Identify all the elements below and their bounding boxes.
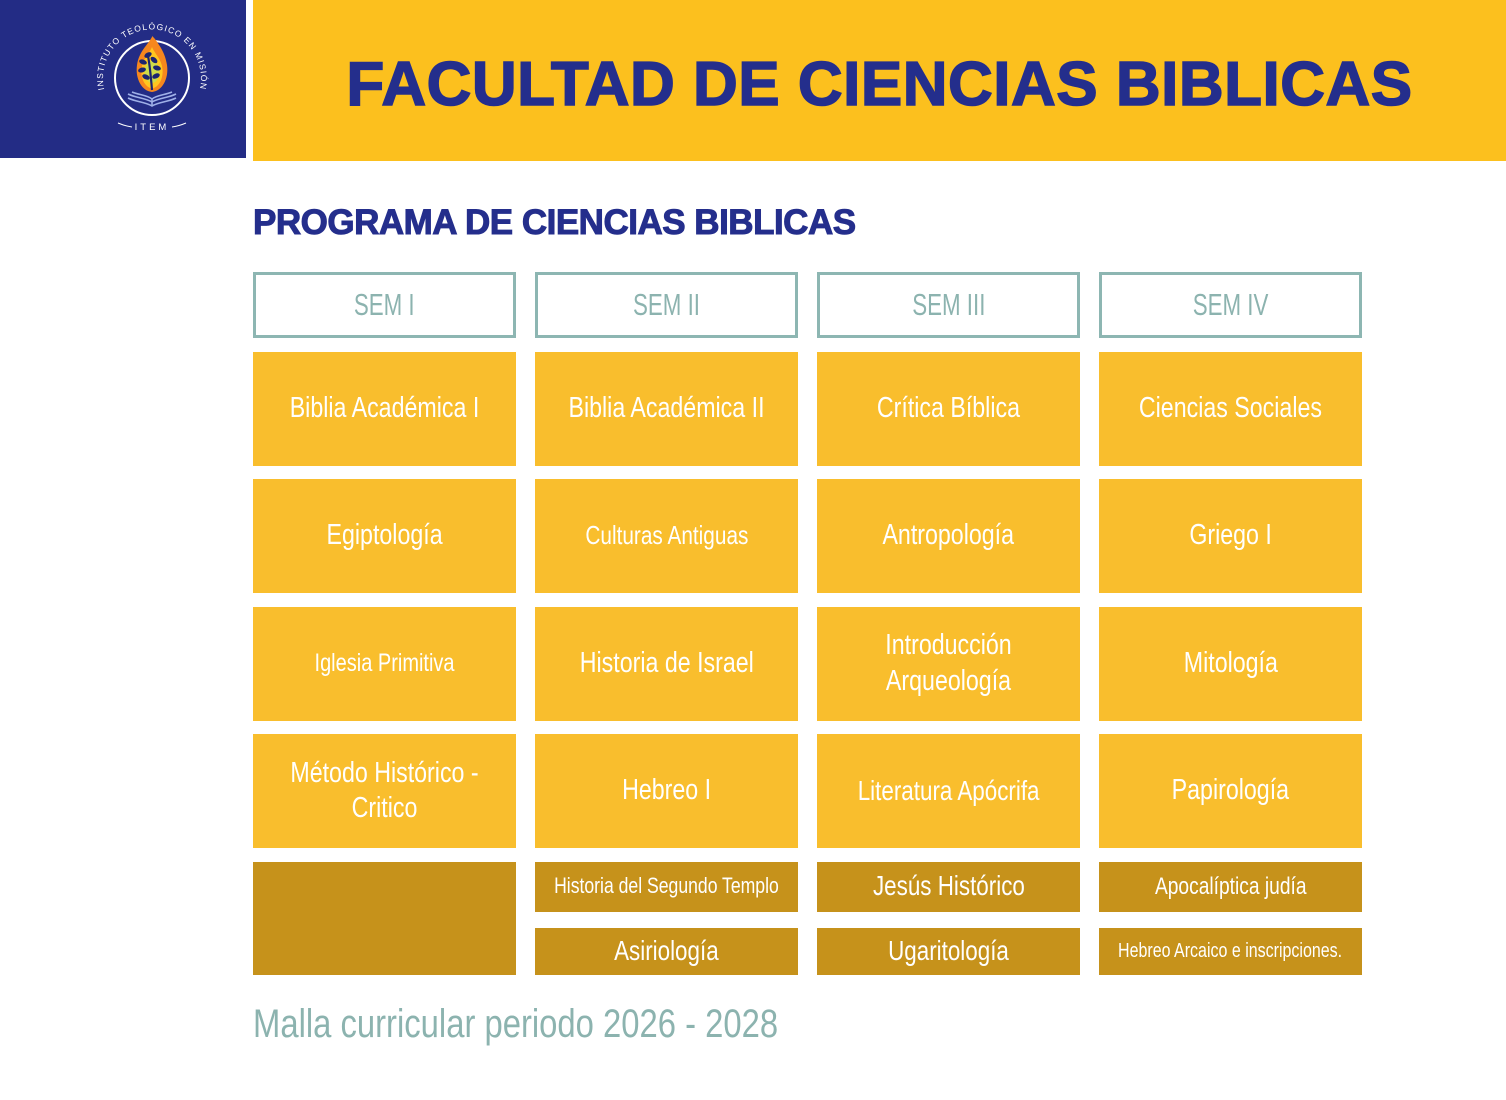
course-card-label: Ciencias Sociales [1138,391,1323,424]
plant-icon [138,52,161,91]
course-card: Introducción Arqueología [817,606,1080,721]
course-card-label: Antropología [882,519,1015,552]
course-card: Griego I [1099,479,1362,593]
column-sem-1: SEM I Biblia Académica I Egiptología Igl… [253,272,516,975]
elective-card: Historia del Segundo Templo [535,861,798,912]
course-card: Papirología [1099,734,1362,848]
elective-card: Hebreo Arcaico e inscripciones. [1099,927,1362,975]
course-card: Biblia Académica II [535,351,798,466]
course-card-label: Crítica Bíblica [876,391,1021,424]
course-card-label: Introducción Arqueología [885,629,1012,697]
course-card: Historia de Israel [535,606,798,721]
logo-block [0,0,246,158]
section-title: PROGRAMA DE CIENCIAS BIBLICAS [253,203,857,243]
elective-card-label: Asiriología [614,934,719,966]
sem-4-header: SEM IV [1099,272,1362,338]
course-card: Literatura Apócrifa [817,734,1080,848]
course-card-label: Griego I [1189,519,1272,552]
elective-stack: Historia del Segundo Templo Asiriología [535,861,798,975]
open-book-icon [127,91,177,107]
course-card-label: Historia de Israel [579,646,754,679]
elective-card-label: Historia del Segundo Templo [554,873,779,899]
sem-2-header-label: SEM II [633,287,700,323]
sem-2-header: SEM II [535,272,798,338]
course-card: Crítica Bíblica [817,351,1080,466]
elective-card: Apocalíptica judía [1099,861,1362,912]
item-seal-logo: INSTITUTO TEOLÓGICO EN MISIÓN ITEM [95,21,208,133]
elective-card-label: Apocalíptica judía [1154,872,1307,900]
seal-right-dash [171,122,187,128]
course-card: Egiptología [253,479,516,593]
course-card-label: Iglesia Primitiva [314,649,455,678]
elective-card: Jesús Histórico [817,861,1080,912]
course-card-label: Egiptología [326,519,443,552]
course-card: Antropología [817,479,1080,593]
column-sem-4: SEM IV Ciencias Sociales Griego I Mitolo… [1099,272,1362,975]
course-card-label: Método Histórico - Critico [290,756,479,824]
sem-4-header-label: SEM IV [1192,287,1269,323]
course-card: Hebreo I [535,734,798,848]
sem-3-header-label: SEM III [911,287,986,323]
elective-card-label: Ugaritología [888,934,1009,966]
course-card: Iglesia Primitiva [253,606,516,721]
elective-stack: Apocalíptica judía Hebreo Arcaico e insc… [1099,861,1362,975]
course-card: Mitología [1099,606,1362,721]
course-card: Ciencias Sociales [1099,351,1362,466]
footer-caption-label: Malla curricular periodo 2026 - 2028 [253,1002,779,1046]
course-card-label: Papirología [1171,774,1290,807]
course-card-label: Culturas Antiguas [584,520,749,551]
course-card-label: Literatura Apócrifa [857,774,1040,806]
curriculum-grid: SEM I Biblia Académica I Egiptología Igl… [253,272,1362,975]
elective-stack: Jesús Histórico Ugaritología [817,861,1080,975]
course-card-label: Biblia Académica II [568,391,765,424]
column-sem-3: SEM III Crítica Bíblica Antropología Int… [817,272,1080,975]
course-card: Biblia Académica I [253,351,516,466]
sem-1-header-label: SEM I [354,287,415,323]
seal-left-dash [117,122,133,128]
elective-card: Ugaritología [817,927,1080,975]
sem-3-header: SEM III [817,272,1080,338]
course-card-label: Hebreo I [621,774,711,807]
empty-elective-block [253,861,516,975]
elective-card-label: Jesús Histórico [872,870,1025,902]
page-title: FACULTAD DE CIENCIAS BIBLICAS [346,49,1413,120]
course-card: Culturas Antiguas [535,479,798,593]
footer-caption: Malla curricular periodo 2026 - 2028 [253,1000,893,1049]
elective-card-label: Hebreo Arcaico e inscripciones. [1118,939,1343,962]
column-sem-2: SEM II Biblia Académica II Culturas Anti… [535,272,798,975]
course-card-label: Biblia Académica I [289,391,480,424]
sem-1-header: SEM I [253,272,516,338]
course-card-label: Mitología [1183,646,1278,679]
elective-card: Asiriología [535,927,798,975]
seal-acronym: ITEM [135,122,170,133]
course-card: Método Histórico - Critico [253,734,516,848]
title-banner: FACULTAD DE CIENCIAS BIBLICAS [253,0,1506,161]
